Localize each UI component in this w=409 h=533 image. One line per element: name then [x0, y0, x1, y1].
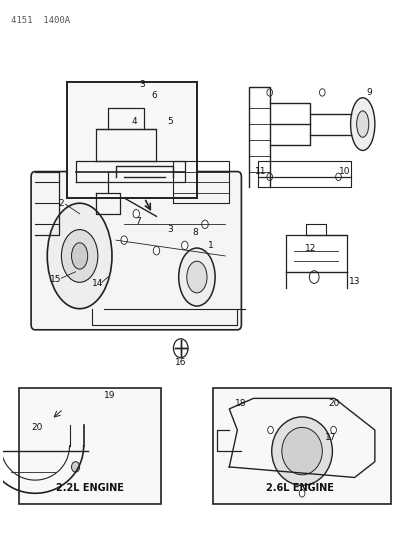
- Circle shape: [330, 426, 336, 434]
- Circle shape: [71, 462, 79, 472]
- Circle shape: [121, 236, 127, 244]
- Text: 11: 11: [254, 167, 266, 176]
- Circle shape: [319, 89, 324, 96]
- Ellipse shape: [61, 230, 98, 282]
- Text: 2.6L ENGINE: 2.6L ENGINE: [265, 483, 333, 493]
- Text: 2: 2: [58, 199, 64, 208]
- Text: 13: 13: [348, 277, 360, 286]
- Text: 3: 3: [167, 225, 173, 234]
- Bar: [213, 388, 390, 504]
- Ellipse shape: [356, 111, 368, 138]
- Circle shape: [181, 241, 188, 249]
- Circle shape: [309, 271, 318, 284]
- Text: 6: 6: [151, 91, 157, 100]
- Text: 4151  1400A: 4151 1400A: [11, 16, 70, 25]
- Text: 5: 5: [167, 117, 173, 126]
- Text: 4: 4: [131, 117, 137, 126]
- Text: 2.2L ENGINE: 2.2L ENGINE: [56, 483, 124, 493]
- Circle shape: [201, 220, 208, 229]
- Circle shape: [266, 89, 272, 96]
- Ellipse shape: [71, 243, 88, 269]
- Text: 10: 10: [338, 167, 349, 176]
- Text: 8: 8: [191, 228, 197, 237]
- Circle shape: [133, 209, 139, 218]
- Text: 19: 19: [104, 391, 115, 400]
- Ellipse shape: [47, 203, 112, 309]
- Ellipse shape: [178, 248, 215, 306]
- Circle shape: [267, 426, 273, 434]
- Text: 7: 7: [135, 217, 141, 226]
- Text: 16: 16: [175, 358, 186, 367]
- Ellipse shape: [187, 261, 207, 293]
- FancyBboxPatch shape: [31, 172, 241, 330]
- Bar: [67, 82, 196, 198]
- Circle shape: [335, 173, 340, 181]
- Circle shape: [299, 490, 304, 497]
- Circle shape: [173, 339, 188, 358]
- Circle shape: [266, 173, 272, 181]
- Text: 15: 15: [49, 275, 61, 284]
- Text: 1: 1: [208, 241, 213, 250]
- Text: 3: 3: [139, 80, 145, 89]
- Text: 17: 17: [324, 433, 335, 442]
- Circle shape: [153, 246, 160, 255]
- Ellipse shape: [350, 98, 374, 150]
- Text: 14: 14: [92, 279, 103, 288]
- Text: 18: 18: [234, 399, 246, 408]
- Text: 12: 12: [304, 244, 315, 253]
- Text: 20: 20: [328, 399, 339, 408]
- Text: 20: 20: [31, 423, 43, 432]
- Bar: [19, 388, 160, 504]
- Ellipse shape: [271, 417, 332, 486]
- Text: 9: 9: [365, 88, 371, 97]
- Ellipse shape: [281, 427, 321, 475]
